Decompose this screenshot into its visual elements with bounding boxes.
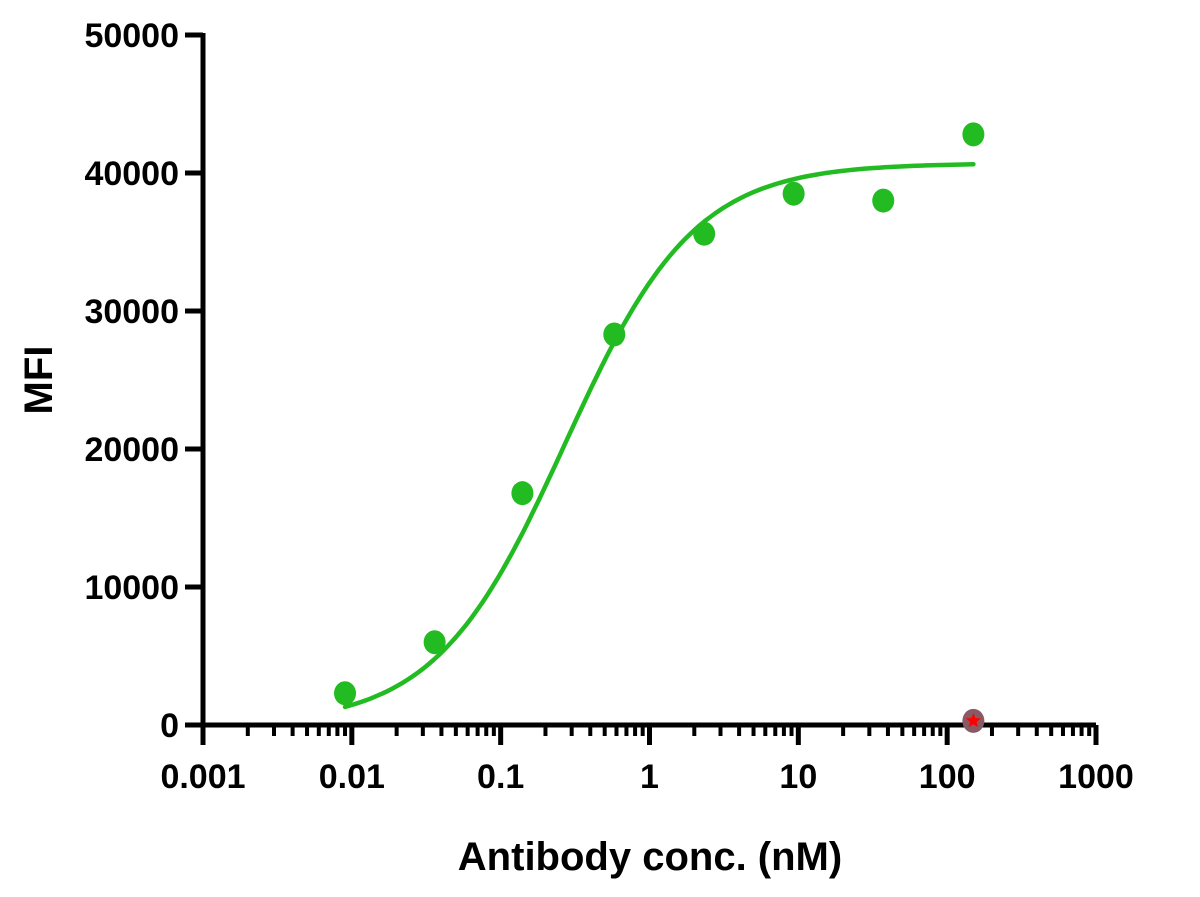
data-point-series-1 (962, 122, 985, 147)
x-axis-title: Antibody conc. (nM) (458, 835, 842, 879)
x-tick-label: 0.1 (477, 758, 524, 796)
data-point-series-1 (511, 481, 534, 506)
y-tick-label: 40000 (84, 155, 179, 193)
data-point-series-1 (334, 681, 357, 706)
y-tick-label: 20000 (84, 431, 179, 469)
y-tick-label: 50000 (84, 17, 179, 55)
y-tick-label: 30000 (84, 293, 179, 331)
data-point-series-1 (693, 221, 716, 246)
x-tick-label: 0.01 (319, 758, 385, 796)
x-tick-label: 1 (640, 758, 659, 796)
data-point-series-1 (872, 188, 895, 213)
data-point-series-1 (782, 181, 805, 206)
y-axis-title: MFI (17, 346, 61, 415)
x-tick-label: 10 (779, 758, 817, 796)
y-tick-label: 10000 (84, 569, 179, 607)
y-tick-label: 0 (160, 707, 179, 745)
x-tick-label: 1000 (1058, 758, 1134, 796)
data-point-series-1 (603, 322, 626, 347)
star-marker (965, 712, 981, 728)
x-tick-label: 100 (919, 758, 976, 796)
fit-curve-series-1 (342, 162, 976, 710)
x-tick-label: 0.001 (160, 758, 245, 796)
data-point-series-1 (423, 630, 446, 655)
